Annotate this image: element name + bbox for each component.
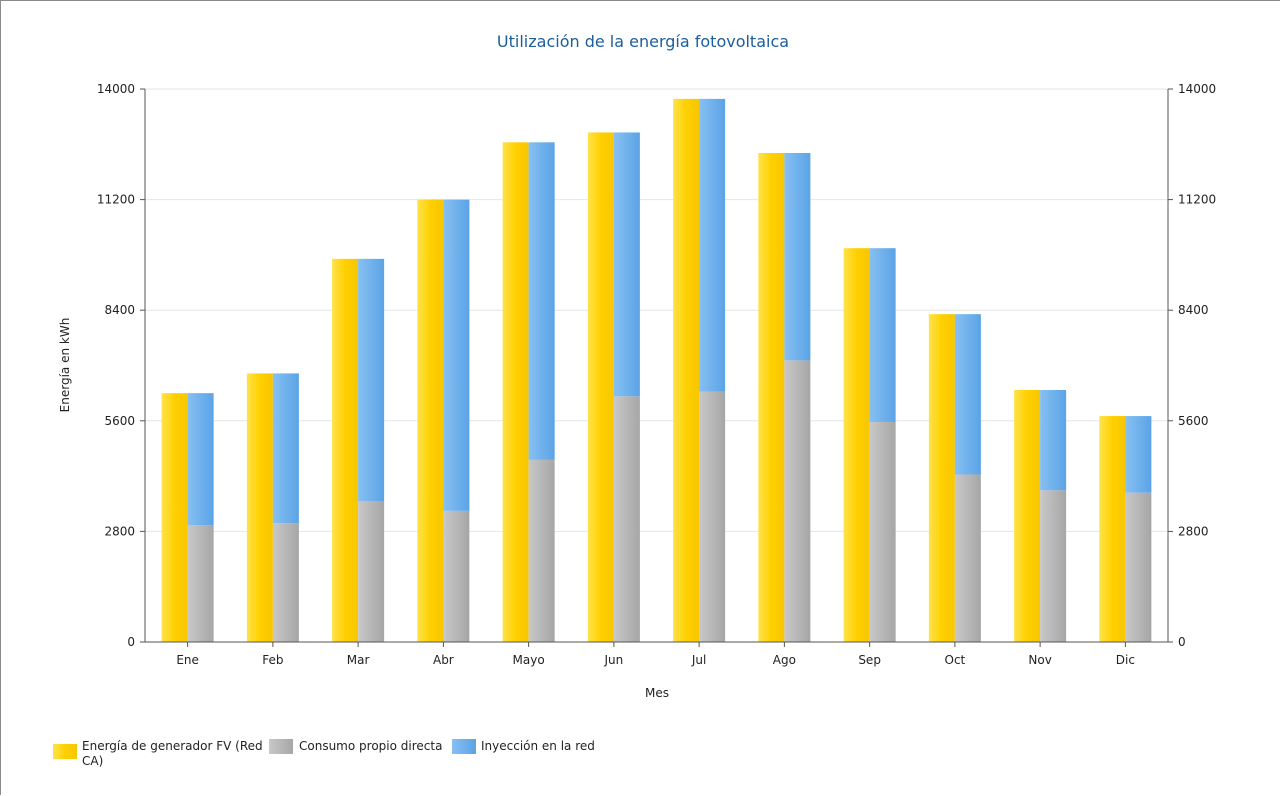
legend-item-self-consumption[interactable]: Consumo propio directa bbox=[269, 739, 442, 754]
bar-generator-Feb[interactable] bbox=[246, 373, 273, 642]
y-axis-label: Energía en kWh bbox=[58, 318, 72, 413]
x-tick-label: Abr bbox=[433, 653, 454, 667]
x-tick-label: Jul bbox=[691, 653, 706, 667]
bar-self-consumption-Dic[interactable] bbox=[1125, 492, 1152, 642]
y-tick-label-left: 2800 bbox=[104, 524, 135, 538]
x-tick-label: Ago bbox=[773, 653, 796, 667]
x-tick-label: Jun bbox=[604, 653, 624, 667]
chart-title: Utilización de la energía fotovoltaica bbox=[497, 32, 789, 51]
y-tick-label-right: 5600 bbox=[1178, 414, 1209, 428]
y-tick-labels-right: 0 2800 5600 8400 11200 14000 bbox=[1168, 82, 1216, 649]
bar-grid-injection-Feb[interactable] bbox=[272, 373, 299, 524]
bar-self-consumption-Ago[interactable] bbox=[784, 360, 811, 642]
bars bbox=[161, 98, 1152, 643]
y-tick-label-right: 8400 bbox=[1178, 303, 1209, 317]
gridlines bbox=[145, 88, 1168, 532]
bar-grid-injection-Jun[interactable] bbox=[613, 132, 640, 397]
y-tick-label-right: 14000 bbox=[1178, 82, 1216, 96]
bar-self-consumption-Jul[interactable] bbox=[699, 391, 726, 642]
legend-label-generator-line2: CA) bbox=[82, 754, 103, 768]
bar-grid-injection-Abr[interactable] bbox=[443, 199, 470, 511]
y-tick-label-left: 8400 bbox=[104, 303, 135, 317]
bar-grid-injection-Jul[interactable] bbox=[699, 98, 726, 392]
axes bbox=[144, 89, 1169, 643]
legend-swatch-grid-injection bbox=[452, 739, 476, 754]
bar-generator-Nov[interactable] bbox=[1014, 389, 1041, 642]
bar-generator-Oct[interactable] bbox=[928, 314, 955, 642]
bar-generator-Ene[interactable] bbox=[161, 393, 188, 642]
bar-generator-Dic[interactable] bbox=[1099, 416, 1126, 642]
legend-label-generator-line1: Energía de generador FV (Red bbox=[82, 739, 263, 753]
bar-grid-injection-Oct[interactable] bbox=[954, 314, 981, 475]
x-tick-label: Feb bbox=[262, 653, 283, 667]
y-tick-label-right: 0 bbox=[1178, 635, 1186, 649]
y-tick-label-left: 11200 bbox=[97, 193, 135, 207]
bar-generator-Sep[interactable] bbox=[843, 248, 870, 642]
bar-grid-injection-Ago[interactable] bbox=[784, 152, 811, 361]
x-tick-label: Mar bbox=[347, 653, 370, 667]
x-tick-label: Oct bbox=[945, 653, 966, 667]
bar-self-consumption-Mayo[interactable] bbox=[528, 459, 555, 642]
bar-generator-Jun[interactable] bbox=[587, 132, 614, 642]
x-tick-label: Ene bbox=[176, 653, 199, 667]
bar-self-consumption-Oct[interactable] bbox=[954, 474, 981, 642]
y-tick-label-left: 5600 bbox=[104, 414, 135, 428]
legend-item-grid-injection[interactable]: Inyección en la red bbox=[452, 739, 595, 754]
x-tick-label: Sep bbox=[858, 653, 881, 667]
bar-grid-injection-Ene[interactable] bbox=[187, 393, 214, 526]
bar-self-consumption-Mar[interactable] bbox=[358, 500, 385, 642]
bar-grid-injection-Dic[interactable] bbox=[1125, 416, 1152, 493]
bar-generator-Mar[interactable] bbox=[332, 258, 359, 642]
bar-grid-injection-Mar[interactable] bbox=[358, 258, 385, 501]
bar-self-consumption-Jun[interactable] bbox=[613, 396, 640, 642]
bar-self-consumption-Sep[interactable] bbox=[869, 421, 896, 642]
x-axis-label: Mes bbox=[645, 686, 669, 700]
legend: Energía de generador FV (Red CA) Consumo… bbox=[53, 739, 595, 768]
legend-swatch-generator bbox=[53, 744, 77, 759]
y-tick-label-right: 2800 bbox=[1178, 524, 1209, 538]
bar-generator-Mayo[interactable] bbox=[502, 142, 529, 642]
x-tick-labels: Ene Feb Mar Abr Mayo Jun Jul Ago Sep Oct Nov Dic bbox=[176, 642, 1135, 667]
legend-label-grid-injection: Inyección en la red bbox=[481, 739, 595, 753]
bar-self-consumption-Nov[interactable] bbox=[1040, 490, 1067, 642]
bar-self-consumption-Abr[interactable] bbox=[443, 510, 470, 642]
bar-grid-injection-Sep[interactable] bbox=[869, 248, 896, 422]
y-tick-label-left: 14000 bbox=[97, 82, 135, 96]
legend-item-generator[interactable]: Energía de generador FV (Red CA) bbox=[53, 739, 263, 768]
x-tick-label: Nov bbox=[1028, 653, 1051, 667]
legend-label-self-consumption: Consumo propio directa bbox=[299, 739, 442, 753]
bar-self-consumption-Feb[interactable] bbox=[272, 523, 299, 642]
bar-grid-injection-Nov[interactable] bbox=[1040, 389, 1067, 491]
y-tick-label-left: 0 bbox=[127, 635, 135, 649]
y-tick-labels-left: 0 2800 5600 8400 11200 14000 bbox=[97, 82, 145, 649]
x-tick-label: Mayo bbox=[513, 653, 545, 667]
x-tick-label: Dic bbox=[1116, 653, 1135, 667]
bar-generator-Ago[interactable] bbox=[758, 152, 785, 643]
bar-grid-injection-Mayo[interactable] bbox=[528, 142, 555, 460]
y-tick-label-right: 11200 bbox=[1178, 193, 1216, 207]
bar-self-consumption-Ene[interactable] bbox=[187, 525, 214, 642]
legend-swatch-self-consumption bbox=[269, 739, 293, 754]
bar-generator-Abr[interactable] bbox=[417, 199, 444, 642]
bar-generator-Jul[interactable] bbox=[673, 98, 700, 642]
